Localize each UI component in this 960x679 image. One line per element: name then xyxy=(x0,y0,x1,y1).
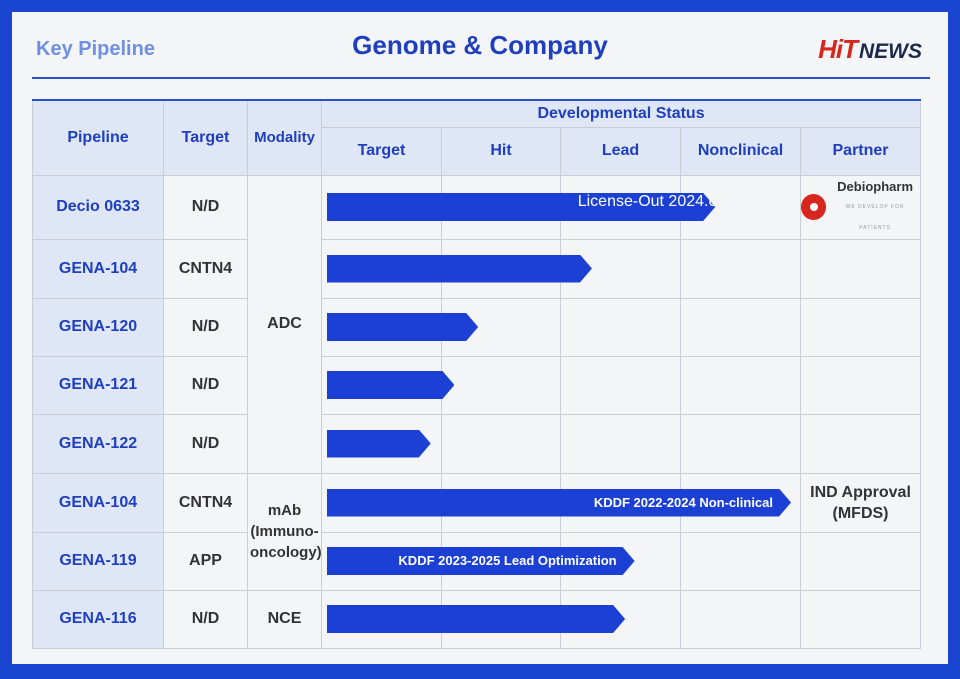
stage-hit: Hit xyxy=(441,126,561,176)
table-row: GENA-104 CNTN4 mAb (Immuno-oncology) IND… xyxy=(32,472,922,591)
stage-nonclinical: Nonclinical xyxy=(680,126,801,176)
target-value: APP xyxy=(163,531,248,591)
header-pipeline: Pipeline xyxy=(32,99,164,176)
target-value: N/D xyxy=(163,413,248,474)
partner-ind-approval: IND Approval (MFDS) xyxy=(799,472,922,533)
partner-name: Debiopharm xyxy=(837,178,913,194)
debiopharm-dot-icon xyxy=(801,194,827,220)
target-value: N/D xyxy=(163,355,248,415)
modality-mab: mAb (Immuno-oncology) xyxy=(247,472,322,591)
pipeline-table: Pipeline Target Modality Developmental S… xyxy=(32,99,922,649)
slide: Key Pipeline Genome & Company HiTNEWS Pi… xyxy=(12,12,948,664)
table-row: Decio 0633 N/D ADC Debiopharm WE DEVELOP … xyxy=(32,174,922,474)
pipeline-name: GENA-122 xyxy=(32,413,164,474)
table-row: GENA-120 N/D xyxy=(32,297,922,357)
pipeline-name: GENA-104 xyxy=(32,472,164,533)
table-row: GENA-104 CNTN4 xyxy=(32,238,922,299)
table-row: GENA-116 N/D NCE xyxy=(32,589,922,649)
stage-lead: Lead xyxy=(560,126,681,176)
pipeline-name: GENA-121 xyxy=(32,355,164,415)
stage-target: Target xyxy=(321,126,442,176)
target-value: CNTN4 xyxy=(163,238,248,299)
partner-tagline: WE DEVELOP FOR PATIENTS xyxy=(845,203,905,231)
stage-partner: Partner xyxy=(799,126,922,176)
target-value: N/D xyxy=(163,174,248,240)
hit-news-logo: HiTNEWS xyxy=(818,34,922,65)
debiopharm-logo: Debiopharm WE DEVELOP FOR PATIENTS xyxy=(801,176,920,239)
logo-news-text: NEWS xyxy=(859,40,922,63)
pipeline-name: Decio 0633 xyxy=(32,174,164,240)
key-pipeline-label: Key Pipeline xyxy=(36,38,155,60)
header-target: Target xyxy=(163,99,248,176)
table-row: GENA-121 N/D xyxy=(32,355,922,415)
header-divider xyxy=(32,77,930,79)
table-row: GENA-119 APP xyxy=(32,531,922,591)
logo-hit-text: HiT xyxy=(818,34,858,64)
pipeline-name: GENA-104 xyxy=(32,238,164,299)
pipeline-name: GENA-120 xyxy=(32,297,164,357)
target-value: N/D xyxy=(163,589,248,649)
partner-debiopharm: Debiopharm WE DEVELOP FOR PATIENTS xyxy=(799,174,922,240)
pipeline-name: GENA-116 xyxy=(32,589,164,649)
pipeline-name: GENA-119 xyxy=(32,531,164,591)
modality-nce: NCE xyxy=(247,589,322,649)
page-title: Genome & Company xyxy=(352,30,608,60)
header-developmental-status: Developmental Status xyxy=(320,99,922,128)
target-value: N/D xyxy=(163,297,248,357)
modality-adc: ADC xyxy=(247,174,322,474)
table-row: GENA-122 N/D xyxy=(32,413,922,474)
header-modality: Modality xyxy=(247,99,322,176)
target-value: CNTN4 xyxy=(163,472,248,533)
